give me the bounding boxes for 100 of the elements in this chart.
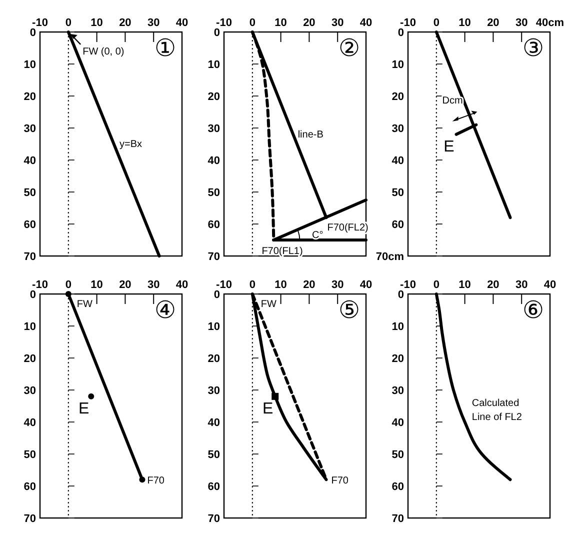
annotation: line-B [298,130,324,141]
annotation: FW (0, 0) [82,46,124,58]
y-tick-label: 70 [208,513,220,525]
y-tick-label: 20 [208,91,220,103]
x-tick-label: 40 [360,279,372,291]
chart-title: ⑤ [338,296,360,324]
y-tick-label: 10 [392,321,404,333]
y-tick-label: 50 [24,187,36,199]
annotation: Calculated Line of FL2 [472,398,522,423]
y-tick-label: 60 [392,219,404,231]
x-tick-label: -10 [216,17,232,29]
y-tick-label: 10 [24,59,36,71]
y-tick-label: 60 [392,481,404,493]
annotation: C° [312,230,324,241]
annotation: E [78,400,90,418]
annotation: E [262,400,274,418]
y-tick-label: 40 [24,417,36,429]
annotation: F70 [147,476,165,487]
y-tick-label: 50 [392,449,404,461]
y-tick-label: 0 [30,289,36,301]
x-tick-label: 30 [331,17,344,29]
x-tick-label: 10 [458,17,471,29]
y-tick-label: 70 [208,251,220,263]
y-tick-label: 60 [208,219,220,231]
x-tick-label: 20 [119,17,132,29]
y-tick-label: 10 [208,321,220,333]
y-tick-label: 70 [392,513,404,525]
x-tick-label: 20 [487,279,500,291]
x-tick-label: 20 [487,17,500,29]
annotation: y=Bx [120,139,142,150]
x-tick-label: 10 [274,279,287,291]
chart-title: ① [154,34,176,62]
x-tick-label: 10 [458,279,471,291]
x-tick-label: -10 [400,279,416,291]
y-tick-label: 10 [392,59,404,71]
x-tick-label: -10 [32,279,48,291]
y-tick-label: 20 [392,91,404,103]
y-tick-label: 40 [208,155,220,167]
x-tick-label: 0 [433,17,440,29]
x-tick-label: 40 [544,279,556,291]
annotation: E [444,138,454,156]
y-tick-label: 70 [24,251,36,263]
y-tick-label: 10 [208,59,220,71]
y-tick-label: 40 [392,417,404,429]
x-tick-label: 40 [360,17,372,29]
chart-title: ④ [154,296,176,324]
y-tick-label: 70 [24,513,36,525]
y-tick-label: 30 [392,123,404,135]
y-tick-label: 50 [208,449,220,461]
x-tick-label: 20 [119,279,132,291]
y-tick-label: 30 [24,385,36,397]
y-tick-label: 0 [214,289,220,301]
x-tick-label: 30 [147,279,160,291]
y-tick-label: 30 [392,385,404,397]
x-tick-label: 40cm [536,17,564,29]
x-tick-label: 20 [303,279,316,291]
y-tick-label: 50 [392,187,404,199]
y-tick-label: 40 [208,417,220,429]
y-tick-label: 60 [24,481,36,493]
x-tick-label: 20 [303,17,316,29]
chart-title: ③ [522,34,544,62]
x-tick-label: 10 [90,17,103,29]
chart-title: ② [338,34,360,62]
y-tick-label: 50 [24,449,36,461]
x-tick-label: -10 [32,17,48,29]
y-tick-label: 50 [208,187,220,199]
x-tick-label: 30 [515,279,528,291]
y-tick-label: 20 [208,353,220,365]
x-tick-label: 10 [274,17,287,29]
annotation: Dcm [442,95,463,106]
x-tick-label: 30 [515,17,528,29]
annotation: F70 [331,476,349,487]
x-tick-label: 0 [65,279,72,291]
x-tick-label: 30 [331,279,344,291]
y-tick-label: 20 [24,91,36,103]
x-tick-label: 0 [249,17,256,29]
annotation: F70(FL1) [262,246,303,257]
y-tick-label: 0 [398,27,404,39]
y-tick-label: 20 [392,353,404,365]
y-tick-label: 0 [30,27,36,39]
annotation: FW [260,298,278,310]
y-tick-label: 0 [214,27,220,39]
y-tick-label: 30 [208,385,220,397]
x-tick-label: -10 [400,17,416,29]
x-tick-label: 0 [433,279,440,291]
x-tick-label: 0 [65,17,72,29]
x-tick-label: 10 [90,279,103,291]
y-tick-label: 20 [24,353,36,365]
y-tick-label: 40 [392,155,404,167]
annotation: FW [76,298,94,310]
x-tick-label: 40 [176,17,188,29]
y-tick-label: 70cm [376,251,404,263]
y-tick-label: 30 [24,123,36,135]
x-tick-label: 30 [147,17,160,29]
y-tick-label: 60 [208,481,220,493]
x-tick-label: -10 [216,279,232,291]
x-tick-label: 0 [249,279,256,291]
y-tick-label: 0 [398,289,404,301]
x-tick-label: 40 [176,279,188,291]
y-tick-label: 30 [208,123,220,135]
